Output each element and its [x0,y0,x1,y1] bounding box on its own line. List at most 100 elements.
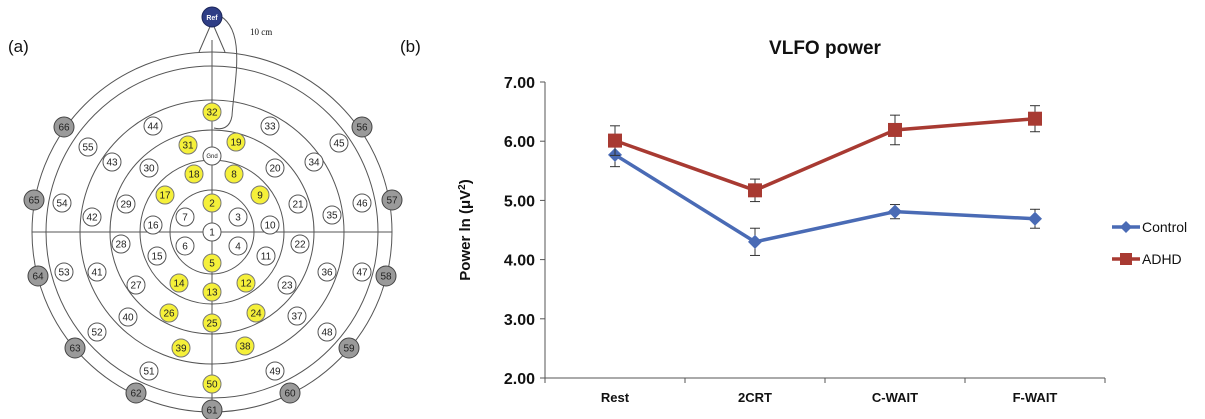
electrode-label-4: 4 [235,242,241,253]
chart-axes: 2.00 3.00 4.00 5.00 6.00 7.00 Rest 2CRT C-WAIT F-… [504,75,1106,405]
electrode-1 [202,222,222,242]
electrode-label-52: 52 [91,328,103,339]
electrode-label-37: 37 [291,312,303,323]
point-adhd-2 [888,122,902,137]
electrode-62 [125,382,147,404]
point-control-3 [1028,211,1042,226]
electrode-label-17: 17 [159,191,171,202]
electrode-label-5: 5 [209,259,215,270]
electrode-label-50: 50 [206,380,218,391]
electrode-label-30: 30 [143,164,155,175]
legend-marker-control [1120,221,1132,233]
y-tick-label-5: 7.00 [504,75,535,92]
electrode-31 [178,135,198,155]
electrode-label-61: 61 [206,406,218,417]
electrode-label-9: 9 [257,191,263,202]
electrode-5 [202,253,222,273]
electrode-47 [352,262,372,282]
electrode-17 [155,185,175,205]
electrode-label-36: 36 [321,268,333,279]
electrode-45 [329,133,349,153]
reference-electrode [201,6,223,28]
y-tick-label-0: 2.00 [504,371,535,388]
electrode-52 [87,322,107,342]
electrode-label-55: 55 [82,143,94,154]
electrode-label-24: 24 [250,309,262,320]
electrode-set: RefGnd1234567891011121314151617181920212… [23,6,403,419]
chart-legend: Control ADHD [1112,219,1187,267]
electrode-label-63: 63 [69,344,81,355]
electrode-63 [64,337,86,359]
point-adhd-3 [1028,111,1042,126]
electrode-label-27: 27 [130,281,142,292]
electrode-22 [290,234,310,254]
electrode-label-23: 23 [281,281,293,292]
electrode-49 [265,361,285,381]
electrode-label-16: 16 [147,221,159,232]
y-axis-label: Power ln (μV2) [457,179,475,280]
electrode-55 [78,137,98,157]
electrode-41 [87,262,107,282]
electrode-label-32: 32 [206,108,218,119]
electrode-label-21: 21 [292,200,304,211]
x-tick-label-2: C-WAIT [872,390,918,405]
y-tick-label-1: 3.00 [504,312,535,329]
legend-label-adhd: ADHD [1142,251,1182,267]
electrode-label-47: 47 [356,268,368,279]
electrode-label-56: 56 [356,123,368,134]
electrode-11 [256,246,276,266]
chart-series [608,105,1042,256]
legend-marker-adhd [1120,253,1132,265]
electrode-56 [351,116,373,138]
electrode-35 [322,205,342,225]
electrode-15 [147,246,167,266]
ground-electrode [202,146,222,166]
electrode-label-31: 31 [182,141,194,152]
electrode-label-11: 11 [261,252,272,263]
electrode-label-42: 42 [86,213,98,224]
electrode-36 [317,262,337,282]
electrode-43 [102,152,122,172]
point-control-2 [888,204,902,219]
electrode-21 [288,194,308,214]
electrode-48 [317,322,337,342]
electrode-23 [277,275,297,295]
y-tick-label-2: 4.00 [504,253,535,270]
series-adhd [608,105,1042,203]
electrode-64 [27,265,49,287]
electrode-label-15: 15 [151,252,163,263]
electrode-label-28: 28 [115,240,127,251]
x-tick-label-3: F-WAIT [1013,390,1058,405]
electrode-label-10: 10 [264,221,276,232]
electrode-66 [53,116,75,138]
ground-label: Gnd [206,154,217,160]
point-adhd-0 [608,133,622,148]
electrode-label-19: 19 [230,138,242,149]
electrode-27 [126,275,146,295]
electrode-label-48: 48 [321,328,333,339]
scale-bracket [213,13,238,130]
x-tick-label-0: Rest [601,390,630,405]
electrode-4 [228,236,248,256]
electrode-59 [338,337,360,359]
electrode-51 [139,361,159,381]
series-line-control [614,153,1036,244]
vlfo-power-chart: VLFO power Power ln (μV2) 2.00 3.00 4.00 5.… [457,38,1188,405]
electrode-label-26: 26 [163,309,175,320]
electrode-label-20: 20 [269,164,281,175]
electrode-34 [304,152,324,172]
electrode-38 [235,336,255,356]
electrode-label-3: 3 [235,213,241,224]
electrode-30 [139,158,159,178]
y-tick-label-3: 5.00 [504,193,535,210]
electrode-39 [171,338,191,358]
y-axis-label-superscript: 2 [457,184,468,190]
y-axis-label-suffix: ) [457,179,474,184]
electrode-label-64: 64 [32,272,44,283]
reference-label: Ref [206,15,218,22]
electrode-label-59: 59 [343,344,355,355]
electrode-montage: RefGnd1234567891011121314151617181920212… [23,6,403,419]
electrode-label-41: 41 [91,268,103,279]
